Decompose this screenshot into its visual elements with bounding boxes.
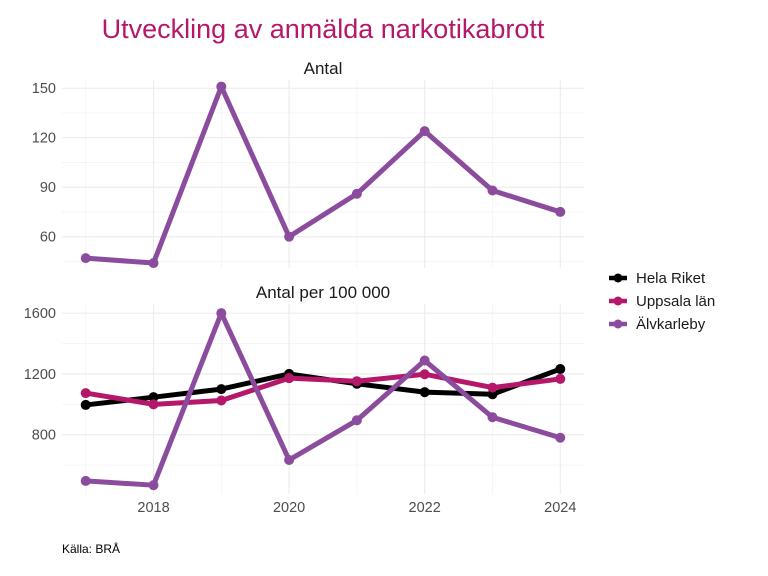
legend-marker-uppsala-lan <box>613 296 623 306</box>
series-antal <box>80 81 566 269</box>
x-tick-label-2022: 2022 <box>409 500 441 516</box>
data-point-alvkarleby-2023 <box>487 185 498 196</box>
data-point-alvkarleby-2018 <box>148 480 159 491</box>
y-tick-label-antal-per-100-000: 800 <box>32 428 56 444</box>
data-point-uppsala-lan-2021 <box>351 376 362 387</box>
legend-label-hela-riket: Hela Riket <box>636 270 706 287</box>
y-tick-label-antal-per-100-000: 1600 <box>24 306 56 322</box>
legend-item-alvkarleby: Älvkarleby <box>609 316 706 333</box>
data-point-alvkarleby-2020 <box>284 454 295 465</box>
x-tick-label-2024: 2024 <box>544 500 576 516</box>
data-point-hela-riket-2018 <box>148 392 159 403</box>
series-line-alvkarleby-antal-per-100-000 <box>83 310 563 488</box>
data-point-hela-riket-2024 <box>555 364 566 375</box>
series-antal-per-100000 <box>80 308 566 491</box>
data-point-uppsala-lan-2018 <box>148 399 159 410</box>
x-tick-label-2018: 2018 <box>137 500 169 516</box>
data-point-alvkarleby-2024 <box>555 432 566 443</box>
data-point-uppsala-lan-2022 <box>419 369 430 380</box>
y-tick-label-antal-per-100-000: 1200 <box>24 367 56 383</box>
data-point-alvkarleby-2023 <box>487 412 498 423</box>
data-point-alvkarleby-2018 <box>148 258 159 269</box>
y-tick-label-antal: 90 <box>40 180 56 196</box>
series-line-alvkarleby-antal <box>83 84 563 266</box>
grid-antal <box>62 80 584 268</box>
legend-item-uppsala-lan: Uppsala län <box>609 293 715 310</box>
legend-item-hela-riket: Hela Riket <box>609 270 706 287</box>
data-point-alvkarleby-2019 <box>216 308 227 319</box>
x-tick-label-2020: 2020 <box>273 500 305 516</box>
y-tick-label-antal: 150 <box>32 81 56 97</box>
data-point-alvkarleby-2020 <box>284 231 295 242</box>
data-point-alvkarleby-2019 <box>216 81 227 92</box>
data-point-uppsala-lan-2020 <box>284 373 295 384</box>
data-point-alvkarleby-2017 <box>80 475 91 486</box>
data-point-hela-riket-2017 <box>80 399 91 410</box>
panel-title-antal-per-100000: Antal per 100 000 <box>256 283 390 302</box>
data-point-alvkarleby-2017 <box>80 253 91 264</box>
data-point-hela-riket-2022 <box>419 387 430 398</box>
y-axis-antal-per-100000: 800 1200 1600 <box>24 306 56 444</box>
data-point-alvkarleby-2021 <box>351 415 362 426</box>
panel-antal-per-100000: Antal per 100 000 800 1200 1600 <box>24 283 584 494</box>
legend-marker-hela-riket <box>613 273 623 283</box>
caption: Källa: BRÅ <box>62 541 120 556</box>
legend-marker-alvkarleby <box>613 319 623 329</box>
data-point-uppsala-lan-2019 <box>216 395 227 406</box>
data-point-alvkarleby-2021 <box>351 188 362 199</box>
data-point-hela-riket-2019 <box>216 384 227 395</box>
panel-antal: Antal 60 90 120 150 <box>32 59 584 269</box>
y-tick-label-antal: 120 <box>32 131 56 147</box>
x-axis: 2018 2020 2022 2024 <box>137 500 576 516</box>
legend: Hela Riket Uppsala län Älvkarleby <box>609 270 715 333</box>
series-line-uppsala-lan-antal-per-100-000 <box>83 371 563 407</box>
panel-title-antal: Antal <box>304 59 343 78</box>
y-axis-antal: 60 90 120 150 <box>32 81 56 245</box>
data-point-uppsala-lan-2017 <box>80 388 91 399</box>
data-point-uppsala-lan-2024 <box>555 373 566 384</box>
data-point-alvkarleby-2022 <box>419 126 430 137</box>
chart-title: Utveckling av anmälda narkotikabrott <box>102 14 545 44</box>
y-tick-label-antal: 60 <box>40 230 56 246</box>
data-point-uppsala-lan-2023 <box>487 382 498 393</box>
legend-label-alvkarleby: Älvkarleby <box>636 316 706 333</box>
data-point-alvkarleby-2022 <box>419 355 430 366</box>
data-point-alvkarleby-2024 <box>555 206 566 217</box>
legend-label-uppsala-lan: Uppsala län <box>636 293 715 310</box>
